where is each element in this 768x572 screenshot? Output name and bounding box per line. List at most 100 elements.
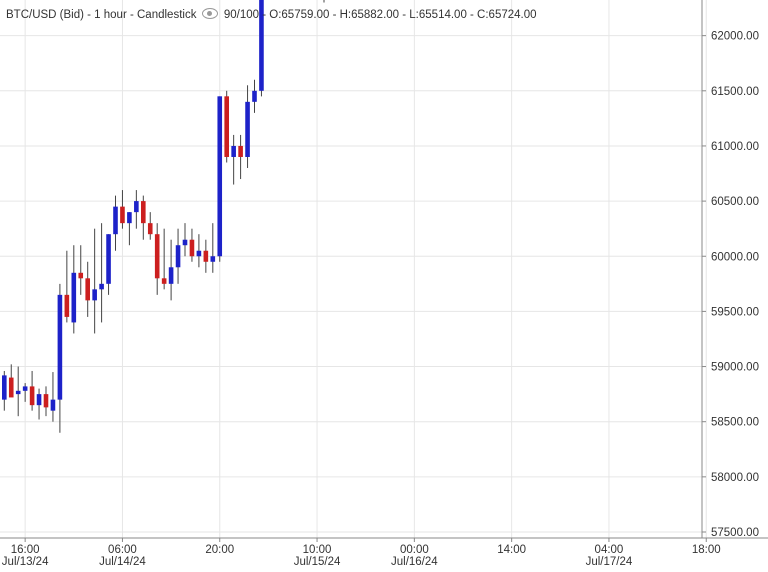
- candle-down: [323, 0, 325, 3]
- candle-body: [78, 272, 84, 279]
- candle-up: [50, 372, 56, 422]
- y-tick-label: 61500.00: [711, 86, 759, 98]
- y-tick-label: 61000.00: [711, 141, 759, 153]
- candle-body: [189, 239, 195, 257]
- x-tick-date: Jul/17/24: [586, 556, 633, 567]
- y-tick-label: 60500.00: [711, 196, 759, 208]
- candle-down: [203, 239, 209, 273]
- x-tick-date: Jul/15/24: [294, 556, 341, 567]
- candle-layer: [2, 0, 325, 433]
- y-tick-label: 59500.00: [711, 306, 759, 318]
- x-tick-time: 20:00: [205, 544, 234, 556]
- x-tick-time: 16:00: [11, 544, 40, 556]
- candle-body: [210, 256, 216, 262]
- candle-up: [175, 228, 181, 284]
- candle-down: [147, 212, 153, 240]
- candle-body: [50, 399, 56, 411]
- candle-body: [127, 212, 132, 224]
- candle-body: [36, 394, 42, 406]
- candle-down: [43, 386, 49, 417]
- candle-body: [22, 386, 28, 391]
- candle-down: [8, 364, 14, 398]
- candle-up: [252, 79, 257, 113]
- x-tick-date: Jul/16/24: [391, 556, 438, 567]
- candle-body: [71, 272, 77, 323]
- candle-down: [120, 190, 125, 229]
- candle-up: [134, 190, 139, 229]
- candle-body: [64, 294, 70, 317]
- x-tick-time: 18:00: [692, 544, 721, 556]
- symbol-label: BTC/USD (Bid) - 1 hour - Candlestick: [6, 9, 197, 21]
- candle-up: [259, 0, 264, 97]
- y-tick-label: 60000.00: [711, 251, 759, 263]
- candle-body: [196, 250, 202, 257]
- candle-up: [231, 134, 236, 185]
- candle-body: [15, 390, 21, 395]
- candle-up: [196, 234, 202, 268]
- visible-range: 90/100: [223, 9, 260, 21]
- y-tick-label: 57500.00: [711, 527, 759, 539]
- candle-body: [99, 283, 104, 290]
- candle-up: [113, 195, 118, 251]
- candle-body: [141, 201, 146, 224]
- candle-up: [182, 223, 188, 257]
- candle-body: [203, 250, 209, 262]
- candle-down: [161, 228, 167, 290]
- x-tick-time: 14:00: [497, 544, 526, 556]
- candle-body: [113, 206, 118, 235]
- candle-body: [182, 239, 188, 246]
- candle-up: [57, 283, 63, 433]
- candle-body: [175, 245, 181, 268]
- candle-body: [259, 0, 264, 91]
- candle-down: [141, 195, 146, 240]
- candle-down: [85, 261, 90, 317]
- candle-body: [85, 278, 90, 301]
- candle-body: [106, 234, 111, 284]
- candle-body: [168, 267, 174, 284]
- candle-body: [120, 206, 125, 224]
- x-tick-time: 10:00: [303, 544, 332, 556]
- candle-down: [29, 370, 35, 411]
- candle-down: [189, 228, 195, 262]
- candle-up: [106, 234, 111, 295]
- candle-up: [245, 85, 250, 169]
- candle-down: [154, 223, 160, 295]
- candle-up: [15, 366, 21, 417]
- candle-body: [2, 375, 7, 400]
- candle-up: [99, 223, 104, 323]
- y-tick-label: 58500.00: [711, 417, 759, 429]
- candle-down: [238, 134, 243, 180]
- candle-body: [238, 145, 243, 157]
- ohlc-readout: - O:65759.00 - H:65882.00 - L:65514.00 -…: [262, 9, 537, 21]
- candle-up: [92, 228, 97, 334]
- x-tick-date: Jul/13/24: [2, 556, 49, 567]
- candle-down: [64, 250, 70, 323]
- y-tick-label: 62000.00: [711, 31, 759, 43]
- x-tick-time: 00:00: [400, 544, 429, 556]
- candle-up: [71, 245, 77, 334]
- candle-body: [245, 101, 250, 157]
- candle-body: [252, 90, 257, 102]
- candle-body: [57, 294, 63, 400]
- candle-up: [22, 383, 28, 402]
- candle-up: [127, 212, 132, 246]
- candle-up: [36, 388, 42, 420]
- candle-body: [224, 96, 229, 157]
- candle-body: [231, 145, 236, 157]
- x-tick-time: 06:00: [108, 544, 137, 556]
- y-tick-label: 58000.00: [711, 472, 759, 484]
- grid-layer: [0, 0, 707, 538]
- eye-icon[interactable]: [201, 8, 218, 19]
- candle-up: [217, 96, 223, 262]
- candle-up: [168, 239, 174, 301]
- candle-body: [92, 289, 97, 301]
- candle-body: [217, 96, 223, 257]
- y-tick-label: 59000.00: [711, 362, 759, 374]
- candle-down: [224, 90, 229, 163]
- candle-body: [8, 377, 14, 398]
- chart-header: BTC/USD (Bid) - 1 hour - Candlestick 90/…: [6, 8, 537, 21]
- candle-up: [210, 223, 216, 273]
